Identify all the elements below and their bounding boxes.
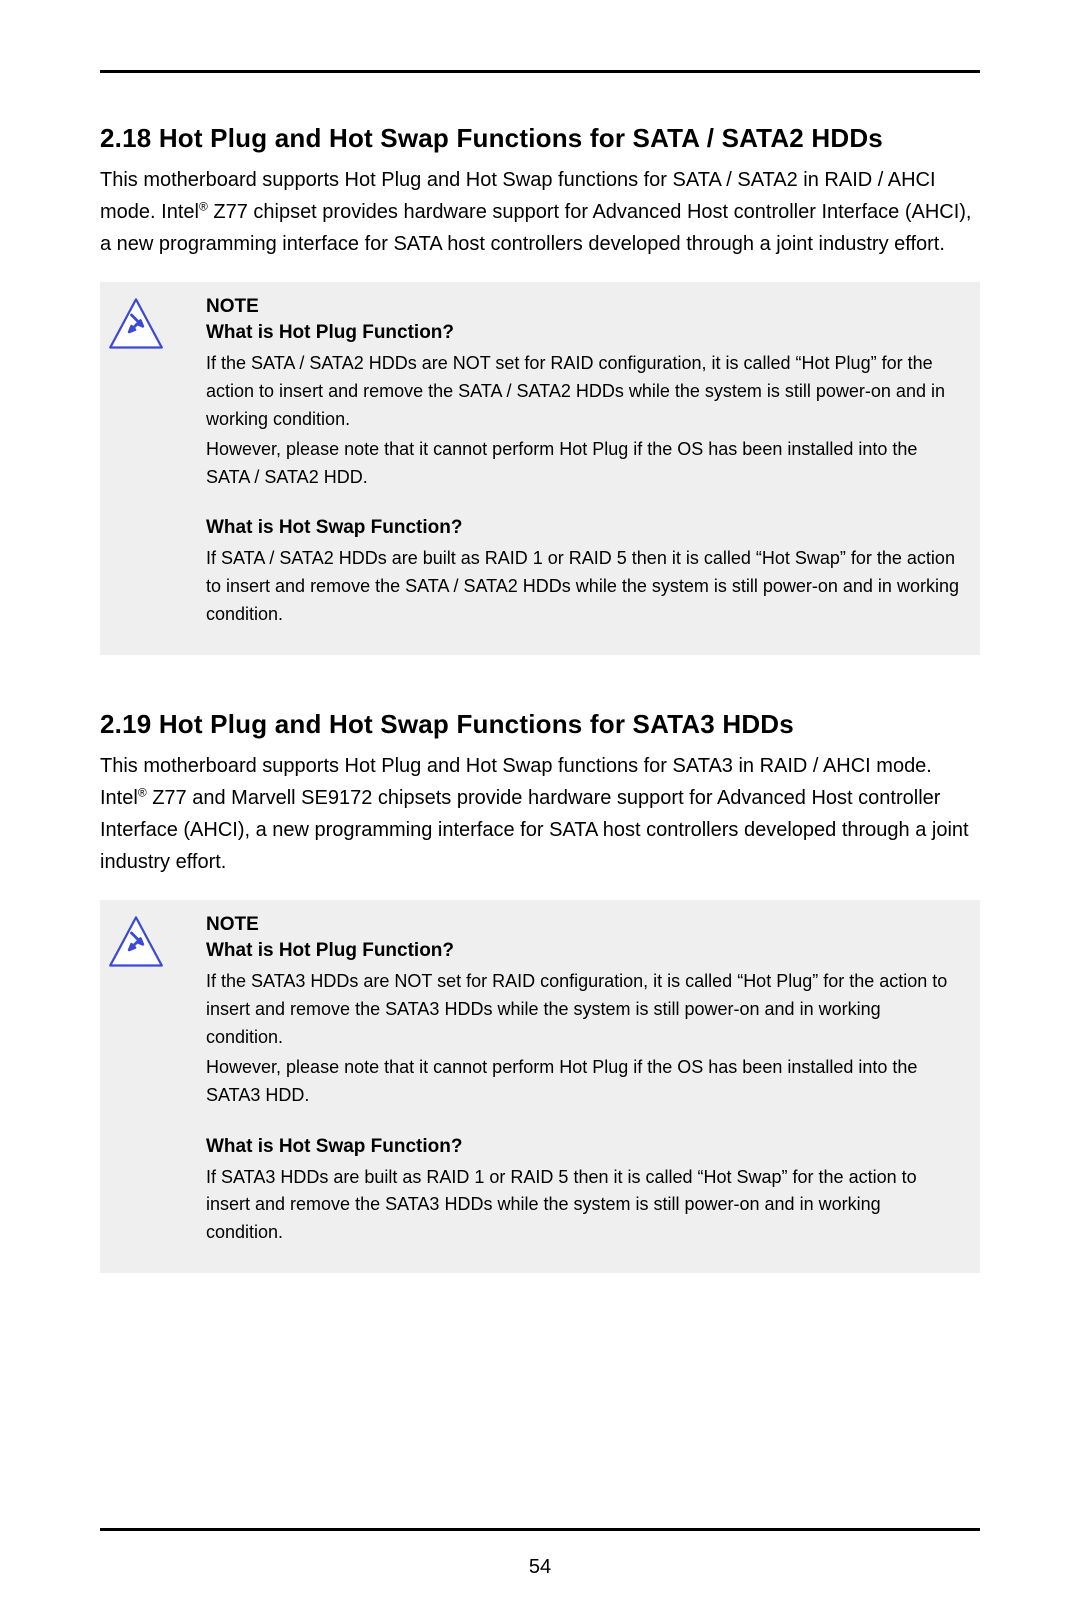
note-label: NOTE	[206, 296, 962, 318]
registered-mark: ®	[138, 785, 147, 799]
bottom-rule	[100, 1528, 980, 1531]
body-text-b: Z77 and Marvell SE9172 chipsets provide …	[100, 787, 969, 873]
note-question: What is Hot Swap Function?	[206, 1136, 962, 1158]
note-label: NOTE	[206, 914, 962, 936]
section-body: This motherboard supports Hot Plug and H…	[100, 750, 980, 878]
note-content: NOTE What is Hot Plug Function? If the S…	[172, 296, 962, 631]
body-text-b: Z77 chipset provides hardware support fo…	[100, 201, 972, 255]
note-box: NOTE What is Hot Plug Function? If the S…	[100, 900, 980, 1273]
note-block: What is Hot Swap Function? If SATA / SAT…	[206, 517, 962, 629]
note-icon	[108, 914, 164, 970]
note-icon-wrap	[108, 914, 172, 1249]
page-number: 54	[0, 1556, 1080, 1579]
note-paragraph: However, please note that it cannot perf…	[206, 436, 962, 492]
note-paragraph: If SATA / SATA2 HDDs are built as RAID 1…	[206, 545, 962, 629]
note-box: NOTE What is Hot Plug Function? If the S…	[100, 282, 980, 655]
note-icon-wrap	[108, 296, 172, 631]
note-paragraph: If the SATA3 HDDs are NOT set for RAID c…	[206, 968, 962, 1052]
page: 2.18 Hot Plug and Hot Swap Functions for…	[0, 0, 1080, 1619]
note-paragraph: If the SATA / SATA2 HDDs are NOT set for…	[206, 350, 962, 434]
note-content: NOTE What is Hot Plug Function? If the S…	[172, 914, 962, 1249]
section-heading: 2.18 Hot Plug and Hot Swap Functions for…	[100, 123, 980, 154]
top-rule	[100, 70, 980, 73]
note-block: What is Hot Plug Function? If the SATA3 …	[206, 940, 962, 1109]
note-question: What is Hot Plug Function?	[206, 322, 962, 344]
note-icon	[108, 296, 164, 352]
note-paragraph: If SATA3 HDDs are built as RAID 1 or RAI…	[206, 1164, 962, 1248]
note-paragraph: However, please note that it cannot perf…	[206, 1054, 962, 1110]
note-block: What is Hot Plug Function? If the SATA /…	[206, 322, 962, 491]
note-block: What is Hot Swap Function? If SATA3 HDDs…	[206, 1136, 962, 1248]
section-body: This motherboard supports Hot Plug and H…	[100, 164, 980, 260]
registered-mark: ®	[199, 199, 208, 213]
note-question: What is Hot Swap Function?	[206, 517, 962, 539]
note-question: What is Hot Plug Function?	[206, 940, 962, 962]
content: 2.18 Hot Plug and Hot Swap Functions for…	[100, 123, 980, 1273]
section-heading: 2.19 Hot Plug and Hot Swap Functions for…	[100, 709, 980, 740]
